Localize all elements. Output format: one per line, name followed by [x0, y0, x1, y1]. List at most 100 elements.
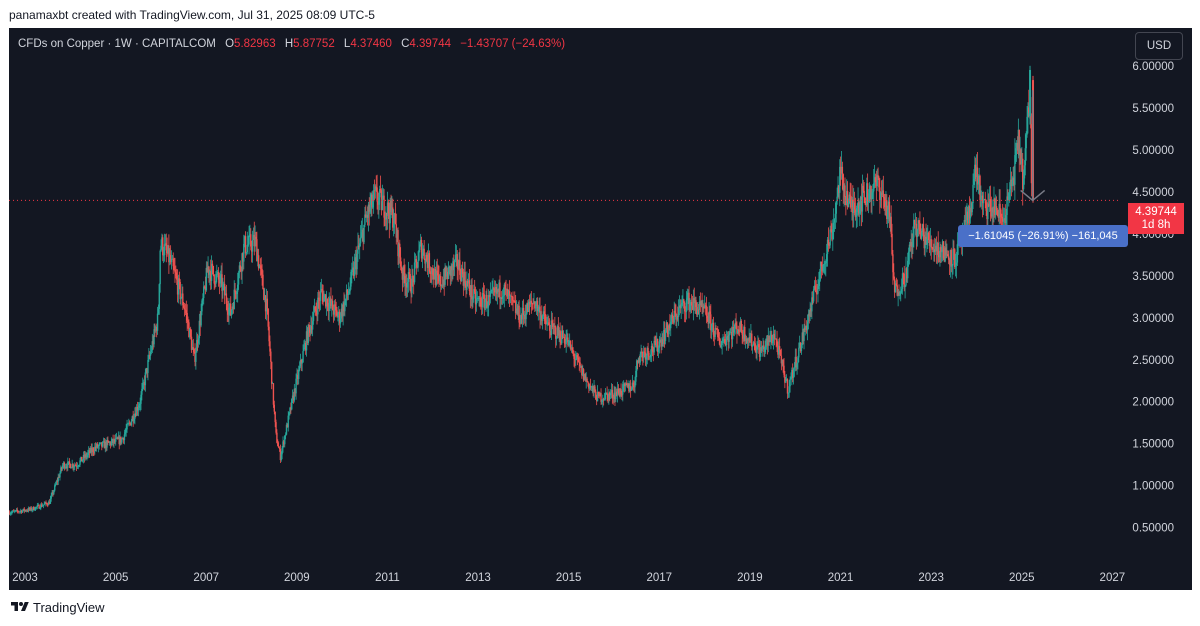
candle-body [932, 247, 934, 253]
candle-body [122, 437, 125, 441]
candle-body [561, 330, 564, 338]
candle-body [710, 323, 713, 331]
candle-body [855, 212, 858, 218]
candle-body [49, 498, 52, 504]
candle-body [250, 234, 252, 247]
candle-body [32, 506, 34, 510]
candle-body [363, 224, 365, 243]
candle-body [437, 272, 439, 276]
candle-body [555, 338, 558, 339]
candle-body [744, 327, 746, 342]
candle-body [163, 244, 166, 256]
candle-body [359, 237, 362, 244]
candle-body [731, 331, 733, 340]
candle-body [870, 185, 872, 200]
candle-body [304, 342, 307, 351]
candle-body [63, 462, 66, 469]
candle-body [171, 258, 174, 260]
candle-body [242, 253, 244, 262]
candle-body [675, 312, 677, 320]
candle-body [366, 215, 369, 218]
candle-body [13, 510, 15, 512]
candle-body [683, 302, 686, 312]
currency-button[interactable]: USD [1135, 32, 1183, 60]
candle-body [300, 359, 303, 364]
candle-body [451, 265, 453, 271]
candle-body [539, 306, 541, 321]
candle-body [85, 454, 87, 458]
y-tick-label: 5.50000 [1132, 103, 1174, 115]
candle-body [694, 300, 696, 303]
candle-body [915, 223, 918, 238]
candle-body [873, 177, 876, 184]
candle-body [564, 342, 567, 345]
candle-body [404, 275, 406, 287]
candle-body [749, 337, 751, 343]
candle-body [490, 291, 492, 293]
candle-body [721, 341, 723, 346]
measure-label[interactable]: −1.61045 (−26.91%) −161,045 [958, 225, 1128, 247]
candle-body [557, 326, 560, 336]
candle-body [556, 326, 559, 339]
candle-body [262, 274, 264, 290]
candle-body [894, 283, 897, 293]
candle-body [393, 213, 396, 223]
candle-body [547, 322, 549, 324]
x-tick-label: 2009 [284, 572, 310, 584]
y-tick-label: 4.50000 [1132, 187, 1174, 199]
candlestick-chart[interactable]: 0.50000 1.00000 1.50000 2.00000 2.50000 3.000… [9, 28, 1192, 590]
candle-body [24, 510, 26, 511]
candle-body [979, 175, 981, 201]
candle-body [882, 190, 885, 198]
candle-body [697, 309, 699, 315]
candle-body [263, 289, 265, 300]
candle-body [94, 446, 97, 449]
candle-body [849, 194, 851, 196]
x-tick-label: 2015 [556, 572, 582, 584]
chart-pane[interactable]: 0.50000 1.00000 1.50000 2.00000 2.50000 3.000… [9, 28, 1192, 590]
candle-body [442, 279, 445, 287]
candle-body [566, 337, 568, 339]
candle-body [541, 315, 543, 321]
candle-body [174, 269, 176, 273]
candle-body [1011, 180, 1013, 186]
candle-body [107, 440, 109, 442]
candle-body [725, 336, 728, 346]
candle-body [613, 392, 615, 399]
candle-body [512, 296, 514, 301]
candle-body [609, 392, 611, 396]
candle-body [521, 307, 524, 320]
candle-body [1020, 149, 1022, 164]
candle-body [825, 254, 828, 262]
candle-body [550, 320, 553, 336]
candle-body [965, 220, 967, 222]
candle-body [647, 347, 649, 353]
candle-body [798, 342, 801, 348]
candle-body [581, 366, 583, 376]
candle-body [863, 190, 865, 198]
candle-body [869, 185, 871, 194]
candle-body [160, 245, 162, 251]
candle-body [89, 447, 92, 454]
candle-body [378, 197, 380, 205]
candle-body [645, 355, 648, 360]
candle-body [426, 254, 428, 261]
candle-body [931, 247, 933, 248]
candle-body [926, 238, 928, 245]
candle-body [774, 338, 776, 340]
candle-body [436, 270, 438, 273]
candle-body [34, 509, 36, 511]
candle-body [892, 254, 894, 273]
candle-body [361, 229, 364, 233]
candle-body [212, 265, 215, 275]
candle-body [269, 341, 271, 352]
candle-body [350, 271, 352, 287]
candle-body [899, 292, 901, 296]
candle-body [38, 504, 40, 509]
candle-body [1001, 216, 1003, 219]
candle-body [616, 391, 618, 396]
candle-body [115, 437, 118, 439]
symbol-label: CFDs on Copper · 1W · CAPITALCOM [18, 38, 216, 50]
candle-body [834, 213, 837, 219]
candle-body [17, 510, 19, 512]
